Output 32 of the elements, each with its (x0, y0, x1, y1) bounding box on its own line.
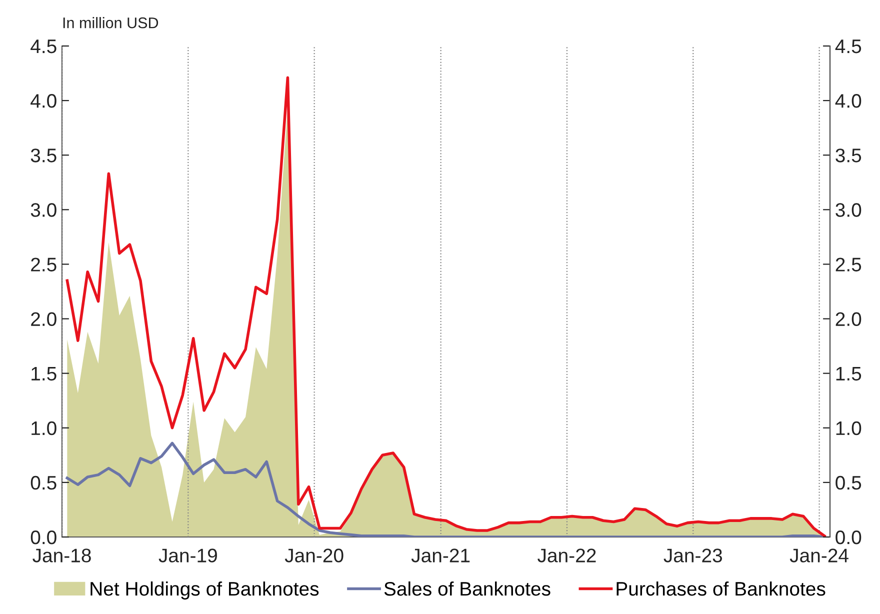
y2-tick-label: 4.0 (835, 94, 862, 108)
y-tick-label: 0.0 (30, 530, 56, 544)
x-tick-label: Jan-20 (284, 548, 344, 562)
x-tick-label: Jan-21 (411, 548, 470, 562)
y-axis-title: In million USD (63, 17, 158, 28)
y-tick-label: 1.0 (32, 421, 56, 436)
legend-label: Sales of Banknotes (384, 581, 550, 596)
y2-tick-label: 2.0 (836, 312, 862, 326)
y2-tick-label: 1.0 (836, 421, 862, 436)
x-tick-label: Jan-19 (158, 548, 217, 562)
y-tick-label: 2.0 (31, 312, 56, 326)
x-tick-label: Jan-18 (32, 548, 91, 562)
x-tick-label: Jan-22 (538, 548, 596, 562)
y-tick-label: 2.5 (31, 258, 56, 272)
line-series (66, 442, 826, 537)
y2-tick-label: 0.5 (836, 476, 862, 490)
legend-label: Purchases of Banknotes (616, 581, 826, 596)
x-tick-label: Jan-24 (790, 548, 848, 562)
y-tick-label: 0.5 (30, 476, 56, 490)
y-tick-label: 3.0 (30, 203, 56, 217)
y2-tick-label: 0.0 (836, 530, 862, 544)
y-tick-label: 1.5 (32, 367, 56, 381)
y2-tick-label: 3.0 (836, 203, 862, 217)
y2-tick-label: 4.5 (835, 40, 862, 54)
x-tick-label: Jan-23 (664, 548, 722, 562)
y2-tick-label: 1.5 (836, 367, 862, 381)
y-tick-label: 4.5 (30, 40, 56, 54)
legend-label: Net Holdings of Banknotes (90, 581, 319, 600)
y2-tick-label: 2.5 (836, 258, 862, 272)
y-tick-label: 4.0 (30, 94, 56, 108)
y-tick-label: 3.5 (30, 148, 56, 162)
y2-tick-label: 3.5 (836, 148, 862, 162)
